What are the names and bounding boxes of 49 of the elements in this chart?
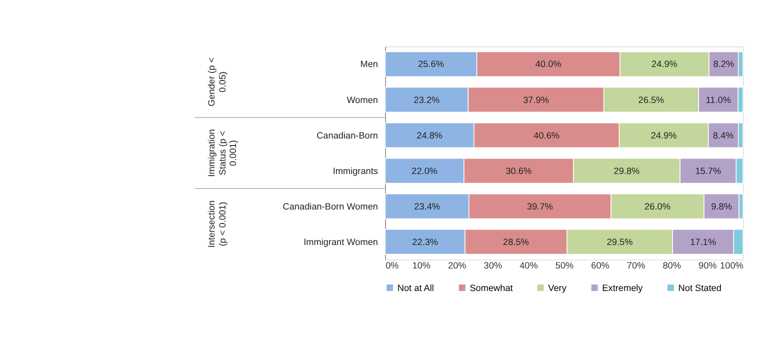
y-tick-label: Women bbox=[346, 94, 378, 105]
x-tick-label: 70% bbox=[626, 260, 646, 270]
data-label: 23.2% bbox=[414, 94, 440, 105]
legend-label: Very bbox=[548, 282, 567, 293]
data-label: 15.7% bbox=[695, 166, 722, 176]
x-tick-label: 100% bbox=[720, 260, 744, 270]
data-label: 40.6% bbox=[534, 130, 560, 140]
y-tick-label: Men bbox=[360, 59, 378, 70]
data-label: 22.3% bbox=[412, 236, 438, 247]
y-tick-label: Immigrants bbox=[332, 166, 378, 176]
data-label: 22.0% bbox=[412, 166, 438, 176]
data-label: 28.5% bbox=[503, 236, 529, 247]
x-tick-label: 60% bbox=[591, 260, 610, 270]
data-label: 40.0% bbox=[535, 59, 562, 70]
data-label: 24.8% bbox=[416, 130, 443, 140]
data-label: 30.6% bbox=[506, 166, 532, 176]
data-label: 26.5% bbox=[638, 94, 664, 105]
data-label: 23.4% bbox=[414, 201, 440, 212]
x-tick-label: 20% bbox=[448, 260, 466, 270]
y-tick-label: Immigrant Women bbox=[304, 236, 378, 247]
text: Intersection (p < 0.001) bbox=[206, 200, 228, 248]
data-label: 25.6% bbox=[418, 59, 444, 70]
data-label: 39.7% bbox=[527, 201, 553, 212]
x-tick-label: 30% bbox=[484, 260, 502, 270]
data-label: 11.0% bbox=[706, 94, 731, 105]
data-label: 24.9% bbox=[650, 130, 677, 140]
x-tick-label: 40% bbox=[520, 260, 538, 270]
x-tick-label: 80% bbox=[662, 260, 681, 270]
legend-label: Not Stated bbox=[678, 282, 722, 293]
data-label: 37.9% bbox=[523, 94, 549, 105]
x-tick-label: 10% bbox=[412, 260, 431, 270]
data-label: 24.9% bbox=[652, 59, 678, 70]
legend-label: Extremely bbox=[602, 282, 644, 293]
y-tick-label: Canadian-Born bbox=[316, 130, 378, 140]
y-tick-label: Canadian-Born Women bbox=[282, 201, 378, 212]
data-label: 9.8% bbox=[711, 201, 732, 212]
x-tick-label: 50% bbox=[555, 260, 574, 270]
data-label: 29.8% bbox=[614, 166, 640, 176]
data-label: 26.0% bbox=[644, 201, 670, 212]
x-tick-label: 90% bbox=[698, 260, 717, 270]
legend-label: Not at All bbox=[397, 282, 434, 293]
x-tick-label: 0% bbox=[386, 260, 399, 270]
data-label: 8.4% bbox=[712, 130, 734, 140]
data-label: 8.2% bbox=[713, 59, 734, 70]
data-label: 17.1% bbox=[690, 236, 716, 247]
text: Immigration Status (p < 0.001) bbox=[206, 129, 238, 177]
legend-label: Somewhat bbox=[470, 282, 514, 293]
data-label: 29.5% bbox=[606, 236, 633, 247]
text: Gender (p < 0.05) bbox=[206, 57, 228, 106]
